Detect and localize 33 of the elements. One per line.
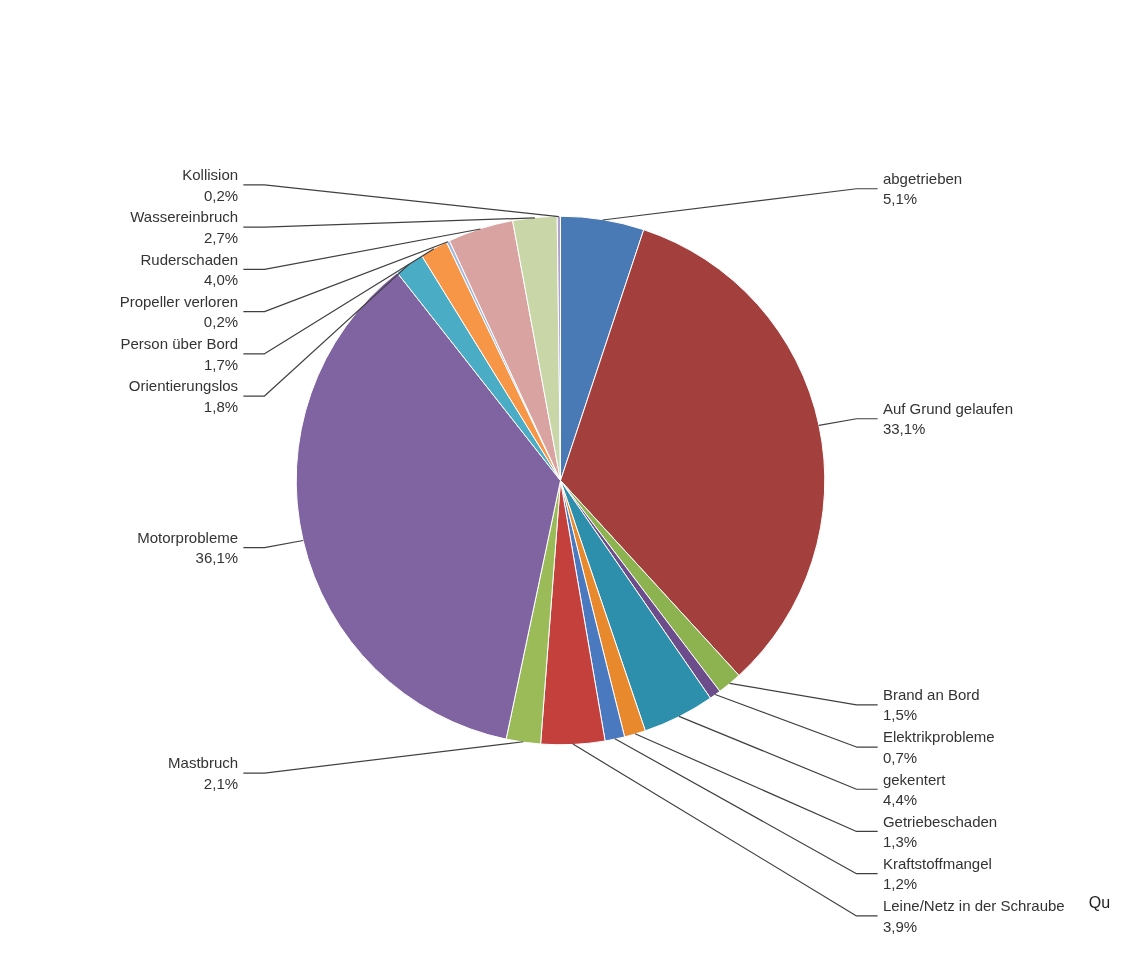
data-label: 2,1% [203,774,239,792]
text: Qu [1088,894,1111,912]
data-label: 1,3% [882,833,918,851]
slice-label: Leine/Netz in der Schraube [882,897,1065,915]
slice-label: Kollision [182,166,239,184]
data-label: 3,9% [882,917,918,935]
slice-label: Kraftstoffmangel [882,854,992,872]
data-label: 4,4% [882,790,918,808]
data-label: 4,0% [203,271,239,289]
slice-label: Wassereinbruch [130,208,239,226]
data-label: 1,5% [882,706,918,724]
slice-label: Mastbruch [168,754,239,772]
data-label: 5,1% [882,190,918,208]
slice-label: Elektrikprobleme [882,728,995,746]
slice-label: Orientierungslos [128,377,239,395]
slice-label: Motorprobleme [137,528,239,546]
slice-label: abgetrieben [882,170,963,188]
slice-label: Propeller verloren [119,292,239,310]
slice-label: Brand an Bord [882,686,980,704]
slice-label: gekentert [882,770,947,788]
data-label: 36,1% [195,549,239,567]
data-label: 0,2% [203,313,239,331]
slice-label: Getriebeschaden [882,812,998,830]
data-label: 1,2% [882,875,918,893]
data-label: 2,7% [203,228,239,246]
data-label: 0,2% [203,186,239,204]
slice-label: Ruderschaden [140,250,239,268]
data-label: 33,1% [882,420,926,438]
slice-label: Auf Grund gelaufen [882,400,1014,418]
slice-label: Person über Bord [120,335,239,353]
data-label: 0,7% [882,748,918,766]
data-label: 1,8% [203,397,239,415]
data-label: 1,7% [203,355,239,373]
